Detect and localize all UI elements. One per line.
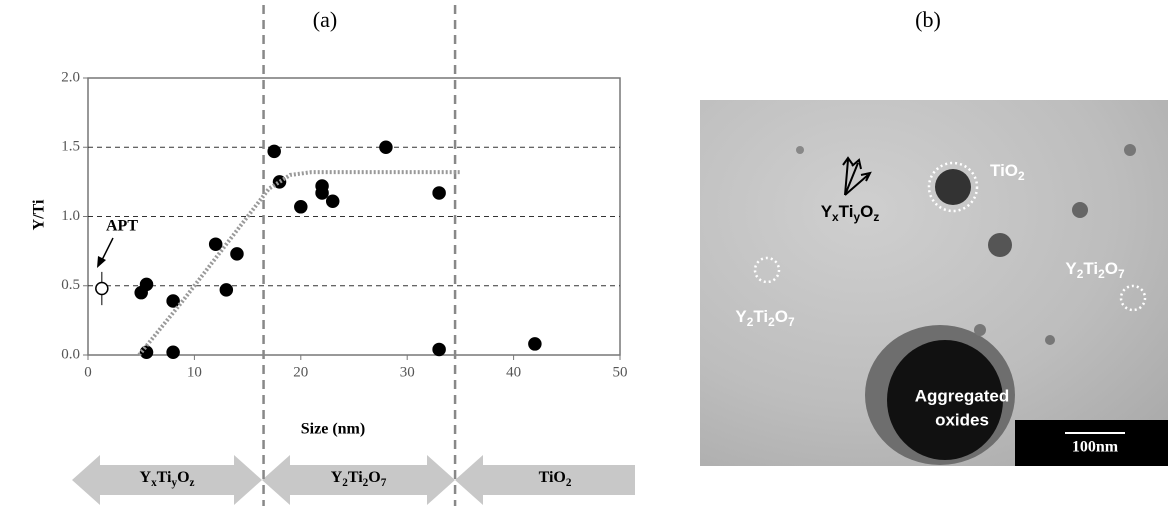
data-point <box>432 342 446 357</box>
x-axis-label: Size (nm) <box>301 421 365 438</box>
fit-curve <box>137 170 461 357</box>
blob <box>1124 144 1136 156</box>
arrows <box>842 156 872 196</box>
x-tick-label: 30 <box>400 364 415 380</box>
blob <box>1072 202 1088 218</box>
subscript: 2 <box>1018 169 1025 183</box>
annotation: APT <box>106 218 138 235</box>
subscript: 7 <box>381 477 387 489</box>
subscript: 2 <box>1098 267 1105 281</box>
data-point <box>267 144 281 159</box>
x-tick-label: 0 <box>84 364 92 380</box>
text-part: Ti <box>753 307 768 326</box>
text-part: O <box>775 307 788 326</box>
text-part: Ti <box>839 202 854 221</box>
region-arrow <box>72 455 262 505</box>
marker-circle <box>753 256 781 284</box>
text-part: Y <box>331 469 343 486</box>
data-point <box>432 186 446 200</box>
subscript: 2 <box>342 477 348 489</box>
data-point <box>230 247 244 261</box>
subscript: y <box>853 210 860 224</box>
blob <box>974 324 986 336</box>
data-point <box>166 345 180 359</box>
y-tick-label: 0.5 <box>61 277 80 293</box>
text-part: TiO <box>539 469 566 486</box>
subscript: 2 <box>1077 267 1084 281</box>
region-label: TiO2 <box>539 469 572 489</box>
blob <box>887 340 1003 460</box>
subscript: 2 <box>768 315 775 329</box>
y-tick-label: 1.0 <box>61 208 80 224</box>
subscript: y <box>171 477 177 489</box>
text-part: O <box>860 202 873 221</box>
y-axis-label: Y/Ti <box>31 199 48 230</box>
text-part: Ti <box>1083 259 1098 278</box>
micrograph-label: YxTiyOz <box>821 202 880 224</box>
blob <box>796 146 804 154</box>
subscript: 2 <box>363 477 369 489</box>
text-part: TiO <box>990 161 1018 180</box>
panel-label: (b) <box>915 7 941 32</box>
data-point <box>325 194 340 209</box>
text-part: Y <box>1065 259 1077 278</box>
scale-label: 100nm <box>1072 439 1119 456</box>
data-point <box>379 140 393 154</box>
subscript: 2 <box>747 315 754 329</box>
x-tick-label: 10 <box>187 364 202 380</box>
data-point <box>528 337 542 351</box>
micrograph-label: Y2Ti2O7 <box>1065 259 1125 281</box>
subscript: x <box>151 477 157 489</box>
data-point <box>208 237 223 251</box>
micrograph-label: Y2Ti2O7 <box>735 307 795 329</box>
marker-circle <box>1119 284 1147 312</box>
panel-label: (a) <box>313 7 337 32</box>
data-point <box>166 294 180 308</box>
scale-box <box>1015 420 1168 466</box>
subscript: 7 <box>1118 267 1125 281</box>
text-part: Y <box>821 202 833 221</box>
text-part: Y <box>140 469 152 486</box>
blob <box>1045 335 1055 345</box>
data-point <box>139 277 154 292</box>
data-point <box>294 200 308 214</box>
subscript: x <box>832 210 839 224</box>
subscript: z <box>873 210 879 224</box>
region-label: Y2Ti2O7 <box>331 469 387 489</box>
x-tick-label: 50 <box>613 364 628 380</box>
subscript: 7 <box>788 315 795 329</box>
region-label: YxTiyOz <box>140 469 195 489</box>
subscript: 2 <box>566 477 572 489</box>
data-point <box>315 186 329 200</box>
blob <box>935 169 971 205</box>
text-part: O <box>368 469 380 486</box>
text-part: Ti <box>157 469 172 486</box>
text-part: Ti <box>348 469 363 486</box>
y-tick-label: 2.0 <box>61 69 80 85</box>
micrograph <box>700 100 1168 466</box>
region-arrow <box>262 455 455 505</box>
data-point <box>272 175 287 189</box>
micrograph-label: Aggregated <box>915 386 1009 405</box>
marker-circle <box>927 161 979 213</box>
region-arrow <box>455 455 635 505</box>
subscript: z <box>190 477 195 489</box>
text-part: O <box>1105 259 1118 278</box>
blob <box>988 233 1012 257</box>
annotation-arrowhead <box>97 256 106 268</box>
data-point <box>139 345 154 359</box>
y-tick-label: 0.0 <box>61 346 80 362</box>
micrograph-label: TiO2 <box>990 161 1025 183</box>
annotation-arrow <box>100 237 114 263</box>
y-tick-label: 1.5 <box>61 139 80 155</box>
text-part: O <box>177 469 189 486</box>
data-point <box>95 281 109 296</box>
x-tick-label: 40 <box>506 364 521 380</box>
x-tick-label: 20 <box>293 364 308 380</box>
text-part: Y <box>735 307 747 326</box>
data-point <box>219 283 234 297</box>
micrograph-label: oxides <box>935 410 989 429</box>
